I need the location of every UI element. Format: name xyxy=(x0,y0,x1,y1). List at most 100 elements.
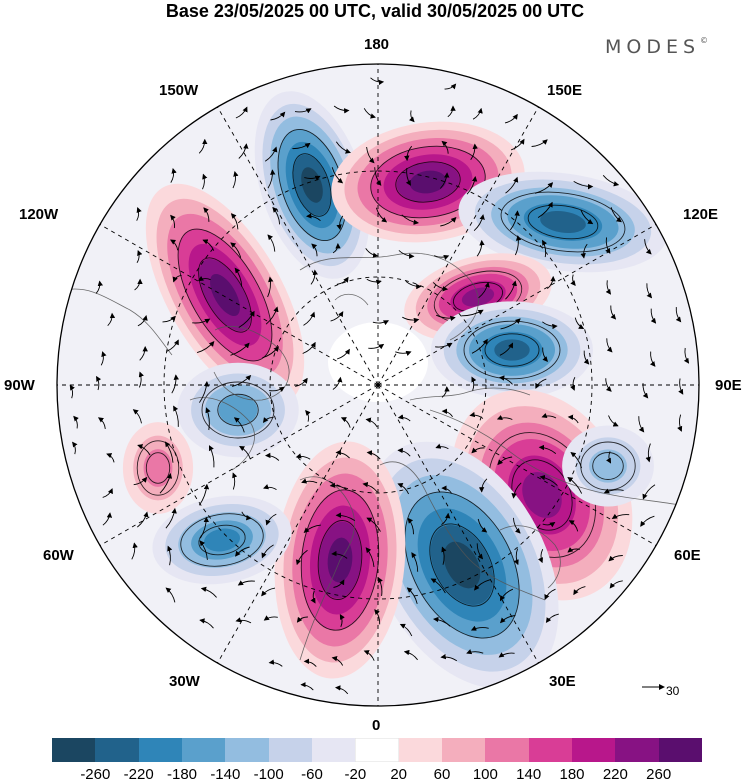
wind-vector xyxy=(295,377,308,387)
wind-vector xyxy=(171,374,179,394)
wind-vector xyxy=(642,484,656,500)
wind-vector xyxy=(372,320,390,326)
wind-vector xyxy=(650,308,657,324)
wind-vector xyxy=(268,659,283,667)
colorbar-swatch xyxy=(268,738,312,762)
wind-vector xyxy=(441,408,453,417)
wind-vector xyxy=(399,623,413,637)
wind-vector xyxy=(573,181,594,190)
wind-vector xyxy=(366,450,381,460)
wind-vector xyxy=(303,524,321,534)
colorbar-swatch xyxy=(138,738,182,762)
wind-vector xyxy=(137,315,148,327)
meridian-line xyxy=(377,384,657,546)
wind-vector xyxy=(580,209,594,225)
wind-vector xyxy=(196,341,215,354)
wind-vector xyxy=(241,511,252,521)
wind-vector xyxy=(474,579,490,591)
wind-vector xyxy=(471,376,477,391)
wind-vector xyxy=(401,214,419,225)
wind-vector xyxy=(310,590,316,604)
colorbar-tick-label: -260 xyxy=(80,766,111,783)
wind-vector xyxy=(170,239,179,251)
wind-vector xyxy=(395,350,412,356)
reference-vector-label: 30 xyxy=(666,684,680,698)
coastline xyxy=(213,326,290,401)
wind-vector xyxy=(610,305,617,320)
wind-vector xyxy=(514,235,522,256)
wind-vector xyxy=(440,653,458,662)
wind-vector xyxy=(411,552,419,572)
wind-vector xyxy=(568,520,579,532)
wind-vector xyxy=(233,417,245,433)
wind-vector xyxy=(471,447,485,454)
wind-vector xyxy=(476,239,485,257)
lon-label-90w: 90W xyxy=(4,377,35,394)
colorbar-tick-label: -140 xyxy=(210,766,241,783)
wind-vector xyxy=(470,143,478,161)
wind-vector xyxy=(432,282,449,292)
brand-name: MODES xyxy=(605,36,701,58)
wind-vector xyxy=(567,414,579,424)
wind-vector xyxy=(408,110,415,123)
wind-vector xyxy=(132,409,142,424)
wind-vector xyxy=(509,210,520,231)
wind-vector xyxy=(570,376,576,391)
wind-vector xyxy=(477,518,488,533)
colorbar-swatch xyxy=(95,738,139,762)
wind-vector xyxy=(403,649,418,661)
wind-vector xyxy=(366,278,382,285)
wind-vector xyxy=(335,685,349,695)
wind-vector xyxy=(640,515,655,527)
wind-vector xyxy=(377,577,383,596)
wind-vector xyxy=(172,274,182,283)
colorbar-tick-label: 180 xyxy=(559,766,585,783)
wind-vector xyxy=(441,386,450,398)
wind-vector xyxy=(200,586,217,598)
wind-vector xyxy=(542,239,548,258)
wind-vector xyxy=(336,215,344,230)
wind-vector xyxy=(267,169,276,189)
wind-vector xyxy=(232,171,239,189)
wind-vector xyxy=(683,347,690,364)
wind-vector xyxy=(170,214,176,229)
wind-vector xyxy=(505,176,519,194)
wind-vector xyxy=(365,248,379,258)
wind-vector xyxy=(397,414,411,422)
colorbar-swatch xyxy=(528,738,572,762)
wind-vector xyxy=(311,243,318,257)
wind-vector xyxy=(102,488,113,498)
wind-vector xyxy=(270,111,286,121)
wind-vector xyxy=(496,414,513,421)
colorbar-tick-label: 20 xyxy=(390,766,407,783)
wind-vector xyxy=(365,417,378,428)
wind-vector xyxy=(305,410,311,422)
wind-vector xyxy=(202,239,215,251)
colorbar-tick-label: -60 xyxy=(301,766,323,783)
wind-vector xyxy=(159,473,173,494)
colorbar-swatch xyxy=(485,738,529,762)
wind-vector xyxy=(433,254,450,260)
wind-vector xyxy=(608,415,619,427)
wind-vector xyxy=(499,342,514,356)
wind-vector xyxy=(542,321,558,330)
wind-vector xyxy=(136,207,142,221)
wind-vector xyxy=(602,175,620,187)
wind-vector xyxy=(436,314,456,322)
wind-vector xyxy=(363,650,375,661)
wind-vector xyxy=(230,342,250,356)
latitude-circle xyxy=(163,170,593,600)
negative-anomaly-center xyxy=(458,171,668,273)
wind-vector xyxy=(547,275,556,290)
lon-label-150e: 150E xyxy=(547,82,583,99)
colorbar-tick-label: 260 xyxy=(646,766,672,783)
wind-vector xyxy=(97,417,106,429)
wind-vector xyxy=(512,517,521,534)
brand-mark: © xyxy=(700,36,709,45)
wind-vector xyxy=(470,625,489,631)
graticule xyxy=(57,64,699,706)
coastline xyxy=(334,293,369,306)
wind-vector xyxy=(366,146,375,164)
wind-vector xyxy=(611,513,630,519)
